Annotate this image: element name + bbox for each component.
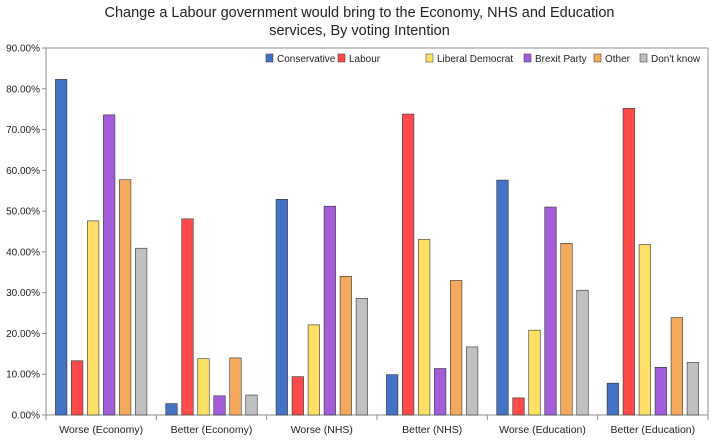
x-category-label: Better (NHS) [402, 424, 462, 436]
bar [181, 218, 194, 416]
legend-swatch [337, 53, 346, 63]
y-tick-label: 50.00% [6, 207, 40, 218]
y-tick-label: 10.00% [6, 370, 40, 381]
bar [197, 358, 210, 416]
bar [355, 298, 368, 416]
legend-swatch [639, 53, 648, 63]
y-tick-label: 80.00% [6, 84, 40, 95]
bar [496, 179, 509, 416]
bar [165, 403, 178, 416]
bar [450, 280, 463, 416]
bar [71, 360, 84, 416]
bar [275, 198, 288, 416]
bar [528, 329, 541, 416]
legend-label: Don't know [651, 54, 701, 65]
bar [622, 108, 635, 416]
x-category-label: Worse (NHS) [291, 424, 353, 436]
legend-swatch [425, 53, 434, 63]
bar [512, 397, 525, 416]
bar [103, 114, 116, 416]
bar [686, 362, 699, 416]
chart-title-line-2: services, By voting Intention [269, 23, 450, 39]
legend-swatch [593, 53, 602, 63]
bar [307, 324, 320, 416]
y-tick-label: 40.00% [6, 247, 40, 258]
x-category-label: Worse (Education) [499, 424, 586, 436]
bar [434, 368, 447, 416]
legend-swatch [523, 53, 532, 63]
bar [576, 289, 589, 416]
bar [654, 366, 667, 416]
x-category-label: Better (Economy) [171, 424, 253, 436]
bar [560, 243, 573, 416]
x-category-label: Better (Education) [611, 424, 696, 436]
legend-label: Conservative [277, 54, 336, 65]
y-tick-label: 20.00% [6, 329, 40, 340]
legend-label: Brexit Party [535, 54, 587, 65]
bar [87, 220, 100, 416]
bar [213, 395, 226, 416]
bar [339, 276, 352, 416]
legend-label: Labour [349, 54, 381, 65]
bar [544, 206, 557, 416]
y-tick-label: 70.00% [6, 125, 40, 136]
y-tick-label: 90.00% [6, 44, 40, 55]
bar [229, 357, 242, 416]
bar [245, 394, 258, 416]
y-tick-label: 60.00% [6, 166, 40, 177]
bar [670, 317, 683, 416]
x-category-label: Worse (Economy) [59, 424, 143, 436]
y-tick-label: 0.00% [12, 411, 40, 422]
legend-swatch [265, 53, 274, 63]
bar [402, 113, 415, 416]
bar [418, 238, 431, 416]
legend-label: Other [605, 54, 631, 65]
bar [466, 346, 479, 416]
legend-label: Liberal Democrat [437, 54, 513, 65]
bar [323, 205, 336, 416]
bar [135, 247, 148, 416]
bar [386, 374, 399, 416]
bar [119, 179, 132, 416]
y-tick-label: 30.00% [6, 288, 40, 299]
bar [606, 382, 619, 416]
bar [55, 79, 68, 416]
bar [291, 376, 304, 416]
chart-title-line-1: Change a Labour government would bring t… [104, 5, 615, 21]
bar [638, 244, 651, 416]
